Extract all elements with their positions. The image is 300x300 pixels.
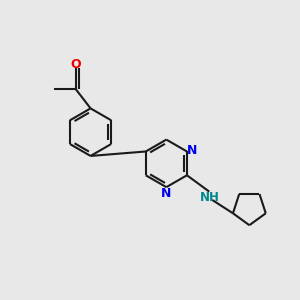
Text: O: O bbox=[70, 58, 81, 70]
Text: NH: NH bbox=[200, 191, 220, 204]
Text: N: N bbox=[187, 143, 197, 157]
Text: N: N bbox=[161, 187, 172, 200]
